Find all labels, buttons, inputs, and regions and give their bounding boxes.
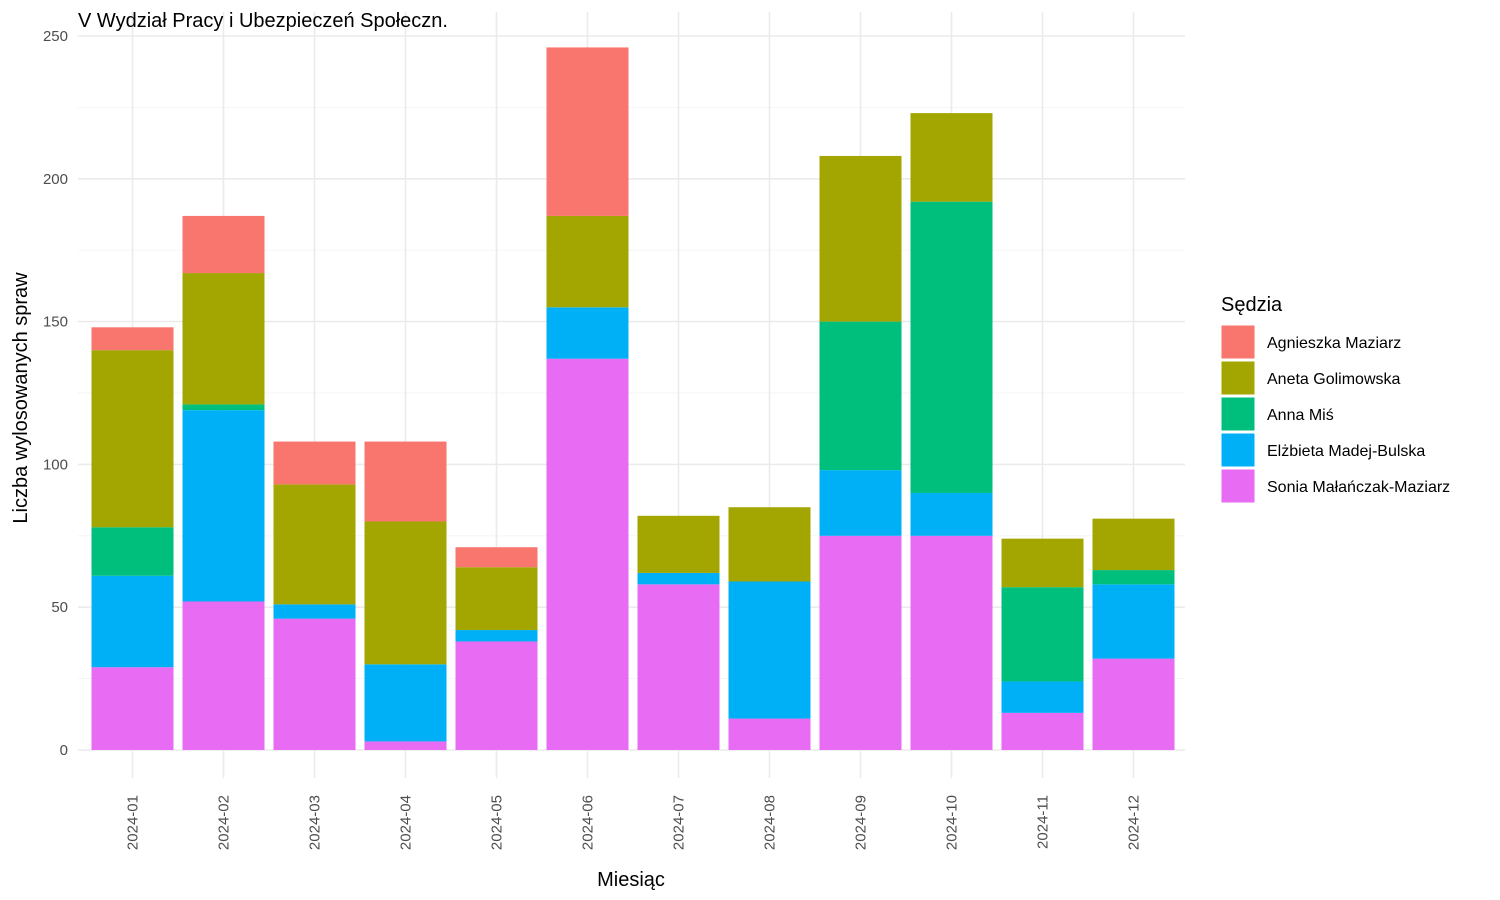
legend-key bbox=[1220, 324, 1256, 360]
x-tick-label: 2024-01 bbox=[125, 795, 142, 850]
y-tick-label: 250 bbox=[43, 28, 68, 45]
bar-segment bbox=[364, 664, 447, 742]
bar-segment bbox=[546, 215, 629, 308]
bar-segment bbox=[819, 155, 902, 322]
legend-label: Sonia Małańczak-Maziarz bbox=[1267, 479, 1450, 496]
bar-segment bbox=[819, 535, 902, 750]
legend-label: Elżbieta Madej-Bulska bbox=[1267, 443, 1425, 460]
bar-segment bbox=[1092, 584, 1175, 659]
bars bbox=[91, 47, 1175, 750]
y-tick-labels: 0 50 100 150 200 250 bbox=[43, 28, 68, 759]
bar-segment bbox=[273, 484, 356, 605]
x-tick-label: 2024-07 bbox=[671, 795, 688, 850]
bar-segment bbox=[455, 547, 538, 568]
bar-segment bbox=[91, 327, 174, 351]
bar-segment bbox=[364, 741, 447, 750]
y-tick-label: 150 bbox=[43, 314, 68, 331]
legend: Sędzia Agnieszka Maziarz Aneta Golimowska… bbox=[1220, 294, 1450, 504]
y-tick-label: 200 bbox=[43, 171, 68, 188]
bar-segment bbox=[1092, 518, 1175, 571]
legend-key bbox=[1220, 396, 1256, 432]
legend-title: Sędzia bbox=[1221, 294, 1283, 316]
bar-segment bbox=[546, 47, 629, 216]
bar-segment bbox=[455, 630, 538, 642]
x-tick-label: 2024-06 bbox=[580, 795, 597, 850]
bar-segment bbox=[1092, 570, 1175, 585]
bar-segment bbox=[546, 358, 629, 750]
bar-segment bbox=[91, 527, 174, 576]
bar-segment bbox=[819, 321, 902, 471]
x-tick-label: 2024-05 bbox=[489, 795, 506, 850]
bar-segment bbox=[728, 718, 811, 750]
legend-label: Anna Miś bbox=[1267, 407, 1334, 424]
bar-segment bbox=[182, 273, 265, 405]
bar-segment bbox=[728, 507, 811, 582]
bar-segment bbox=[91, 667, 174, 750]
y-axis-title: Liczba wylosowanych spraw bbox=[10, 272, 32, 524]
bar-segment bbox=[91, 575, 174, 668]
legend-label: Agnieszka Maziarz bbox=[1267, 335, 1401, 352]
bar-segment bbox=[182, 601, 265, 750]
y-tick-label: 0 bbox=[60, 742, 68, 759]
bar-segment bbox=[1001, 587, 1084, 682]
y-tick-label: 100 bbox=[43, 456, 68, 473]
bar-segment bbox=[273, 618, 356, 750]
chart-title: V Wydział Pracy i Ubezpieczeń Społeczn. bbox=[78, 10, 448, 32]
bar-segment bbox=[1001, 712, 1084, 750]
x-tick-label: 2024-02 bbox=[216, 795, 233, 850]
x-tick-label: 2024-12 bbox=[1126, 795, 1143, 850]
bar-segment bbox=[182, 404, 265, 411]
x-tick-label: 2024-04 bbox=[398, 795, 415, 850]
bar-segment bbox=[273, 441, 356, 485]
legend-key bbox=[1220, 360, 1256, 396]
x-tick-label: 2024-11 bbox=[1035, 795, 1052, 849]
bar-segment bbox=[91, 350, 174, 528]
bar-segment bbox=[637, 515, 720, 573]
bar-segment bbox=[910, 535, 993, 750]
bar-segment bbox=[1092, 658, 1175, 750]
bar-segment bbox=[273, 604, 356, 619]
bar-segment bbox=[182, 410, 265, 602]
bar-segment bbox=[637, 572, 720, 585]
bar-segment bbox=[910, 201, 993, 493]
bar-segment bbox=[728, 581, 811, 719]
bar-segment bbox=[1001, 538, 1084, 588]
bar-segment bbox=[455, 567, 538, 631]
x-tick-labels: 2024-01 2024-02 2024-03 2024-04 2024-05 2024-… bbox=[125, 795, 1143, 850]
bar-segment bbox=[637, 584, 720, 750]
x-tick-label: 2024-10 bbox=[944, 795, 961, 850]
x-axis-title: Miesiąc bbox=[597, 869, 665, 891]
x-tick-label: 2024-08 bbox=[762, 795, 779, 850]
legend-label: Aneta Golimowska bbox=[1267, 371, 1400, 388]
bar-segment bbox=[819, 470, 902, 536]
bar-segment bbox=[910, 113, 993, 202]
legend-key bbox=[1220, 432, 1256, 468]
bar-segment bbox=[1001, 681, 1084, 713]
legend-key bbox=[1220, 468, 1256, 504]
bar-segment bbox=[364, 521, 447, 665]
y-tick-label: 50 bbox=[51, 599, 68, 616]
bar-segment bbox=[182, 215, 265, 274]
bar-segment bbox=[455, 641, 538, 750]
bar-segment bbox=[546, 307, 629, 359]
x-tick-label: 2024-03 bbox=[307, 795, 324, 850]
bar-segment bbox=[364, 441, 447, 522]
bar-segment bbox=[910, 492, 993, 536]
x-tick-label: 2024-09 bbox=[853, 795, 870, 850]
